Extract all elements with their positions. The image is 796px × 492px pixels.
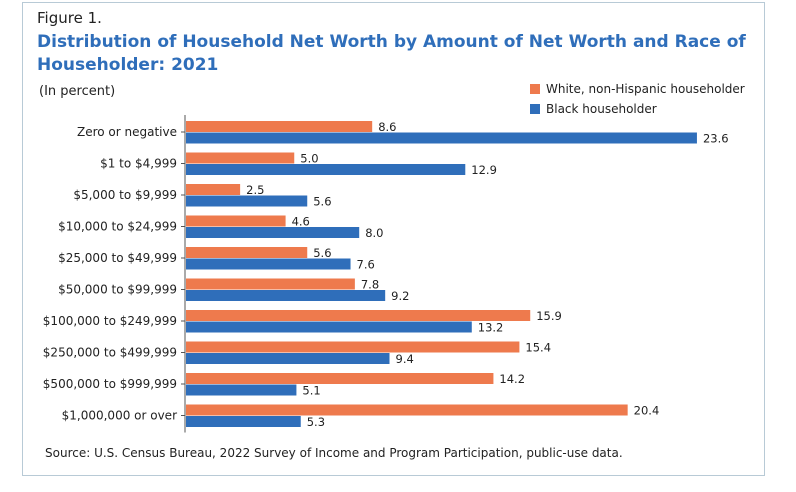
legend-swatch-white	[530, 84, 540, 94]
data-label: 23.6	[703, 132, 729, 146]
bar-black	[186, 258, 351, 270]
category-label: $5,000 to $9,999	[73, 188, 177, 202]
legend-item-white: White, non-Hispanic householder	[530, 79, 745, 99]
category-label: $1 to $4,999	[100, 157, 177, 171]
legend-swatch-black	[530, 104, 540, 114]
bar-white	[186, 278, 355, 290]
data-label: 4.6	[292, 215, 310, 229]
bar-black	[186, 384, 297, 396]
bar-black	[186, 227, 360, 238]
category-label: $500,000 to $999,999	[43, 377, 177, 391]
legend: White, non-Hispanic householder Black ho…	[530, 79, 745, 119]
category-label: $10,000 to $24,999	[58, 220, 177, 234]
bar-white	[186, 404, 628, 416]
bar-black	[186, 195, 308, 207]
data-label: 7.8	[361, 278, 379, 292]
data-label: 20.4	[634, 404, 660, 418]
data-label: 5.1	[302, 384, 320, 398]
data-label: 8.0	[365, 226, 383, 240]
bar-white	[186, 373, 494, 384]
figure-label: Figure 1.	[37, 9, 102, 27]
bar-white	[186, 215, 286, 227]
data-label: 15.9	[536, 309, 562, 323]
legend-label-black: Black householder	[546, 102, 657, 116]
chart-subtitle: (In percent)	[39, 84, 116, 99]
bar-chart: Zero or negative 8.6 23.6 $1 to $4,999 5.0 12…	[43, 115, 729, 433]
data-label: 8.6	[378, 120, 396, 134]
bar-white	[186, 247, 308, 258]
bar-black	[186, 353, 390, 364]
bar-black	[186, 321, 472, 333]
data-label: 9.4	[396, 352, 414, 366]
data-label: 14.2	[499, 372, 525, 386]
data-label: 5.6	[313, 246, 331, 260]
data-label: 7.6	[357, 258, 375, 272]
bar-white	[186, 152, 295, 164]
category-label: $250,000 to $499,999	[43, 346, 177, 360]
data-label: 2.5	[246, 183, 264, 197]
chart-title: Distribution of Household Net Worth by A…	[37, 32, 746, 75]
data-label: 5.3	[307, 415, 325, 429]
data-label: 9.2	[391, 289, 409, 303]
bar-black	[186, 416, 301, 427]
bar-black	[186, 164, 466, 175]
data-label: 5.0	[300, 152, 318, 166]
source-note: Source: U.S. Census Bureau, 2022 Survey …	[45, 446, 623, 460]
legend-label-white: White, non-Hispanic householder	[546, 82, 745, 96]
data-label: 13.2	[478, 321, 504, 335]
category-label: $25,000 to $49,999	[58, 251, 177, 265]
bar-white	[186, 121, 373, 132]
data-label: 12.9	[471, 163, 497, 177]
bar-black	[186, 132, 697, 144]
category-label: $50,000 to $99,999	[58, 283, 177, 297]
category-label: $1,000,000 or over	[62, 409, 177, 423]
category-label: $100,000 to $249,999	[43, 314, 177, 328]
bar-white	[186, 184, 241, 195]
data-label: 5.6	[313, 195, 331, 209]
bar-black	[186, 290, 386, 301]
legend-item-black: Black householder	[530, 99, 745, 119]
figure-frame: Figure 1. Distribution of Household Net …	[22, 2, 765, 476]
category-label: Zero or negative	[77, 125, 177, 139]
bar-white	[186, 310, 531, 321]
bar-white	[186, 341, 520, 353]
data-label: 15.4	[525, 341, 551, 355]
